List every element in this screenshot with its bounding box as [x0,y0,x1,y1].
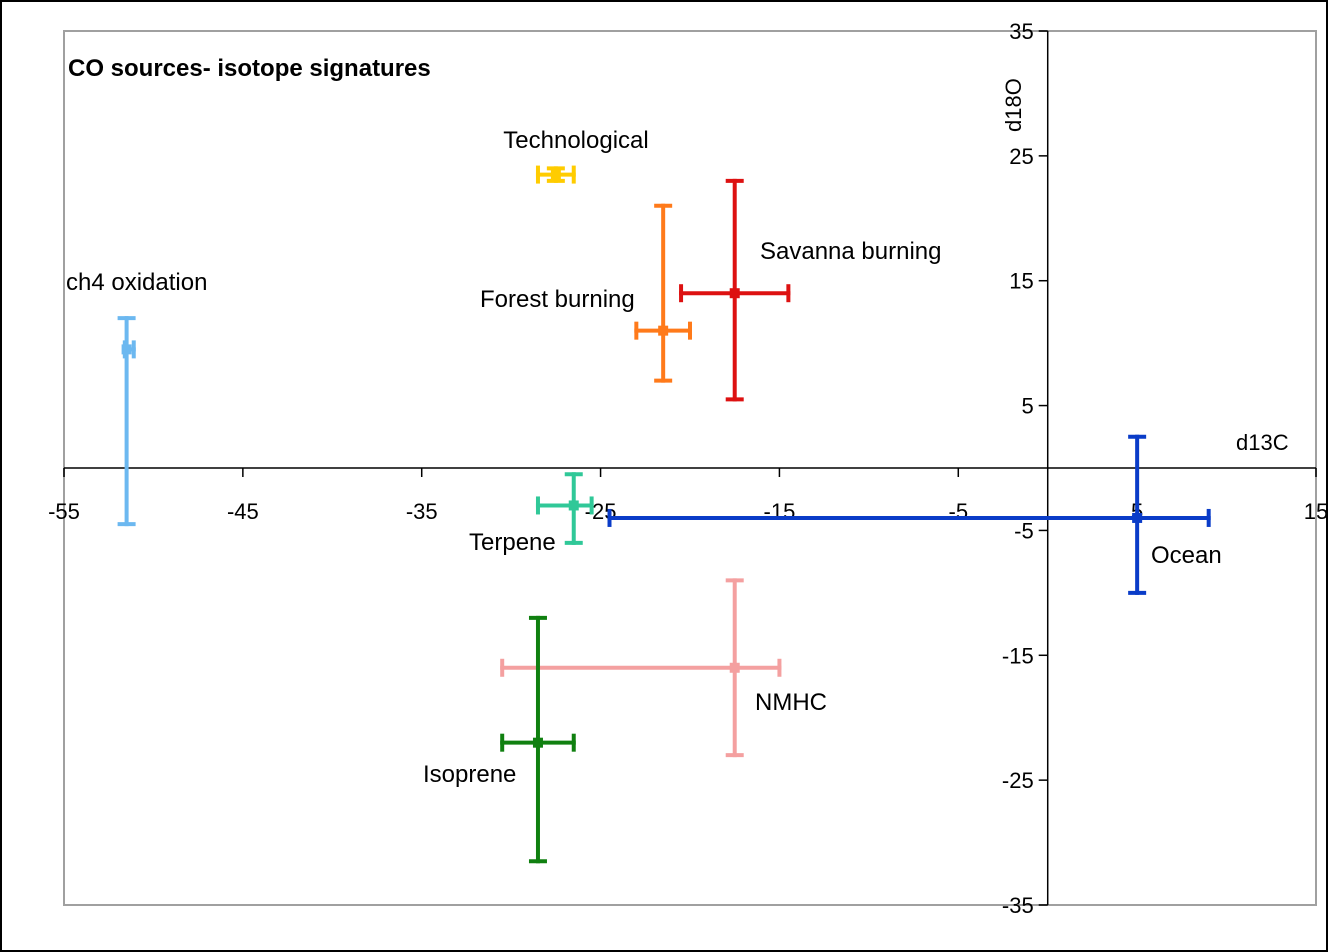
series-isoprene [500,615,576,864]
data-point-ch4-oxidation [121,344,132,355]
data-point-savanna-burning [729,288,740,299]
x-tick-label: 15 [1304,499,1328,524]
data-point-forest-burning [658,325,669,336]
x-tick-label: -15 [764,499,796,524]
y-tick-label: -25 [1002,768,1034,793]
y-tick-label: 25 [1009,144,1033,169]
data-point-ocean [1132,512,1143,523]
marks-layer [117,165,1211,864]
series-terpene [535,472,594,545]
series-label-terpene: Terpene [469,529,556,556]
y-tick-label: -5 [1014,518,1034,543]
series-label-forest-burning: Forest burning [480,286,635,313]
x-tick-label: -5 [949,499,969,524]
series-label-isoprene: Isoprene [423,761,516,788]
chart-title: CO sources- isotope signatures [68,55,431,82]
y-tick-label: -15 [1002,643,1034,668]
series-technological [535,165,576,184]
x-axis-title: d13C [1236,430,1289,455]
data-point-nmhc [729,662,740,673]
series-label-technological: Technological [503,127,648,154]
labels-layer: ch4 oxidation Technological Forest burning… [66,127,1222,788]
x-tick-label: -35 [406,499,438,524]
series-label-ocean: Ocean [1151,542,1222,569]
series-label-nmhc: NMHC [755,689,827,716]
data-point-isoprene [532,737,543,748]
y-tick-label: -35 [1002,893,1034,918]
y-axis-title: d18O [1001,78,1026,132]
series-label-ch4-oxidation: ch4 oxidation [66,269,207,296]
data-point-terpene [568,500,579,511]
x-tick-label: -55 [48,499,80,524]
series-label-savanna-burning: Savanna burning [760,238,941,265]
y-tick-label: 15 [1009,269,1033,294]
x-tick-label: -25 [585,499,617,524]
series-forest-burning [634,203,692,383]
x-tick-label: -45 [227,499,259,524]
series-nmhc [500,578,782,758]
y-tick-label: 5 [1021,394,1033,419]
series-ch4-oxidation [117,316,136,527]
series-savanna-burning [679,178,791,402]
data-point-technological [550,169,561,180]
series-ocean [607,434,1211,595]
y-tick-label: 35 [1009,19,1033,44]
